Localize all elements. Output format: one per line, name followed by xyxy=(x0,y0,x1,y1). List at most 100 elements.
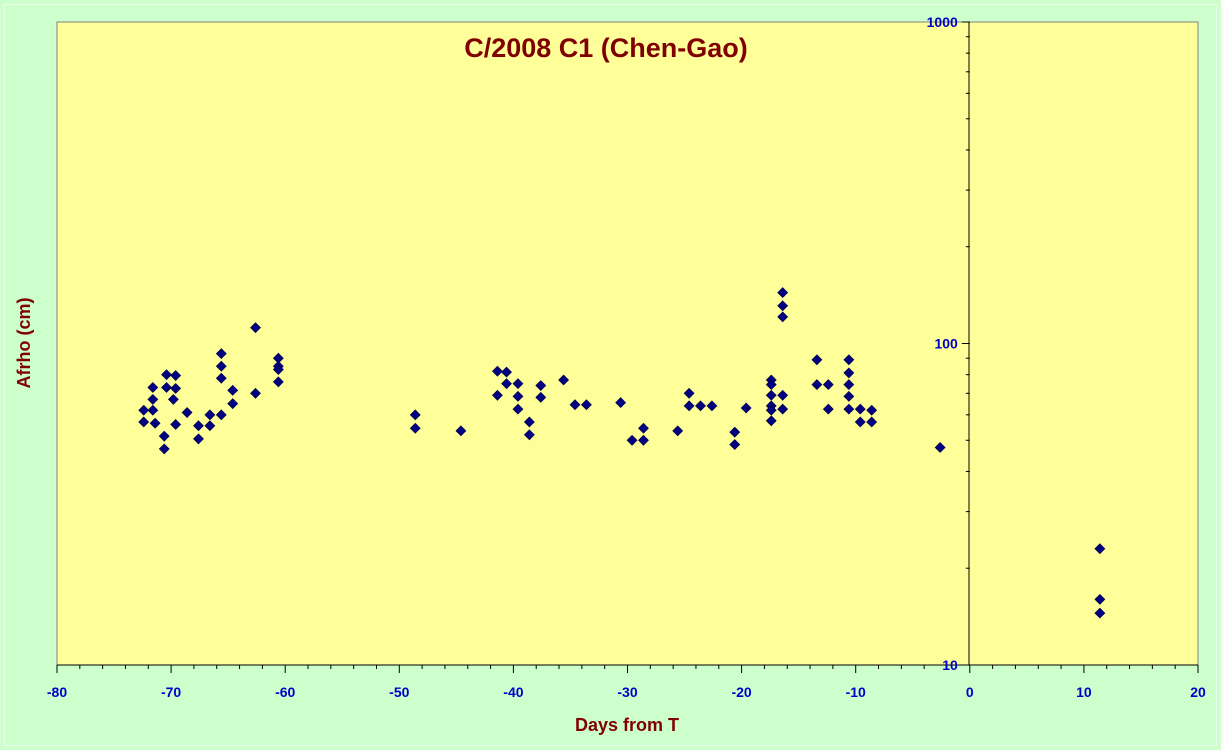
data-point xyxy=(161,382,172,393)
data-point xyxy=(272,376,284,388)
data-point xyxy=(227,384,239,396)
data-point xyxy=(501,378,512,390)
x-tick-label: 10 xyxy=(1076,684,1092,700)
x-tick-label: -70 xyxy=(161,684,181,700)
x-tick-label: 0 xyxy=(966,684,974,700)
data-point xyxy=(167,393,179,405)
data-point xyxy=(492,389,503,401)
data-point xyxy=(843,354,855,366)
data-point xyxy=(866,416,878,428)
data-point xyxy=(777,300,789,312)
data-point xyxy=(170,382,182,394)
data-point xyxy=(523,429,535,441)
data-point xyxy=(843,379,855,391)
data-point xyxy=(455,425,467,437)
data-point xyxy=(866,404,878,416)
x-tick-labels: -80 -70 -60 -50 -40 -30 -20 -10 0 10 20 xyxy=(47,684,1206,700)
data-point xyxy=(501,366,512,378)
data-point xyxy=(272,364,284,375)
data-point xyxy=(215,372,227,384)
data-point xyxy=(250,387,261,399)
data-point xyxy=(523,416,535,428)
data-point xyxy=(1094,593,1106,605)
data-point xyxy=(934,442,946,453)
data-points xyxy=(138,287,1106,619)
data-point xyxy=(765,389,777,401)
data-point xyxy=(558,374,570,386)
data-point xyxy=(729,426,741,438)
data-point xyxy=(615,397,627,409)
data-point xyxy=(512,403,524,415)
data-point xyxy=(158,430,170,442)
data-point xyxy=(492,365,503,377)
data-point xyxy=(204,409,216,421)
x-tick-label: -50 xyxy=(389,684,409,700)
data-point xyxy=(843,367,855,379)
plot-area xyxy=(56,21,1199,666)
y-tick-label: 10 xyxy=(942,657,958,673)
x-axis-title: Days from T xyxy=(575,715,679,735)
data-point xyxy=(765,404,777,416)
data-point xyxy=(580,399,592,411)
data-point xyxy=(409,422,421,434)
data-point xyxy=(147,382,159,393)
data-point xyxy=(854,403,866,415)
data-point xyxy=(777,389,789,401)
data-point xyxy=(695,400,706,412)
data-point xyxy=(215,360,227,372)
data-point xyxy=(204,420,216,432)
data-point xyxy=(777,403,789,415)
data-point xyxy=(147,393,159,405)
data-point xyxy=(1094,543,1106,555)
data-point xyxy=(729,439,741,450)
data-point xyxy=(854,416,866,428)
data-point xyxy=(512,378,524,390)
data-point xyxy=(170,370,182,381)
data-point xyxy=(811,379,823,391)
data-point xyxy=(181,407,193,418)
data-point xyxy=(215,348,227,360)
data-point xyxy=(683,400,695,412)
y-axis-title: Afrho (cm) xyxy=(14,298,34,389)
data-point xyxy=(1094,607,1106,619)
minor-tick-marks xyxy=(79,36,1176,669)
data-point xyxy=(535,380,547,391)
data-point xyxy=(672,425,684,437)
data-point xyxy=(843,403,855,415)
data-point xyxy=(535,391,547,403)
data-point xyxy=(811,354,823,366)
data-point xyxy=(765,415,777,427)
chart-title: C/2008 C1 (Chen-Gao) xyxy=(464,33,748,63)
data-point xyxy=(638,422,649,434)
data-point xyxy=(409,409,421,421)
data-point xyxy=(147,404,159,416)
data-point xyxy=(158,443,170,455)
data-point xyxy=(777,311,789,323)
data-point xyxy=(227,398,239,410)
data-point xyxy=(170,419,182,430)
data-point xyxy=(638,434,649,446)
data-point xyxy=(626,434,638,446)
y-tick-label: 1000 xyxy=(927,14,958,30)
data-point xyxy=(193,433,204,445)
y-tick-labels: 10 100 1000 xyxy=(927,14,958,673)
data-point xyxy=(215,409,227,421)
x-tick-label: -10 xyxy=(846,684,866,700)
data-point xyxy=(706,400,718,412)
data-point xyxy=(138,404,150,416)
x-tick-label: -40 xyxy=(503,684,523,700)
data-point xyxy=(777,287,789,299)
data-point xyxy=(149,417,161,429)
data-point xyxy=(683,387,695,399)
x-tick-label: -80 xyxy=(47,684,67,700)
data-point xyxy=(138,416,150,428)
y-tick-label: 100 xyxy=(934,336,958,352)
data-point xyxy=(193,420,204,432)
data-point xyxy=(250,322,261,334)
data-point xyxy=(822,403,834,415)
x-tick-label: -20 xyxy=(731,684,751,700)
data-point xyxy=(843,390,855,402)
data-point xyxy=(569,399,581,411)
data-point xyxy=(740,402,752,414)
